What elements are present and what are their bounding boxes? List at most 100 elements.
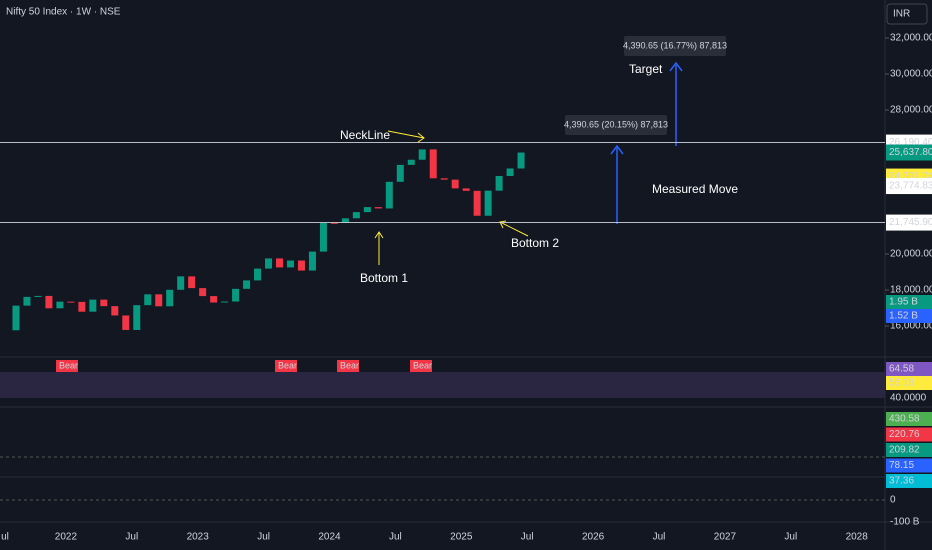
annotation-arrow: [499, 220, 529, 237]
candle: [506, 168, 514, 176]
candle: [23, 296, 31, 306]
time-label: Jul: [389, 532, 402, 543]
candle: [78, 301, 86, 312]
signal-label: Bear: [278, 360, 297, 370]
indicator-marker: [886, 309, 932, 323]
candle: [276, 258, 283, 268]
indicator-marker: [886, 474, 932, 488]
measure-label: 4,390.65 (20.15%) 87,813: [564, 119, 668, 129]
candle: [473, 190, 481, 216]
price-tick-label: 32,000.00: [890, 33, 932, 44]
indicator-label: 220.76: [889, 429, 920, 440]
time-label: ul: [1, 532, 9, 543]
time-label: Jul: [521, 532, 534, 543]
annotation-arrow: [374, 231, 384, 265]
indicator-marker: [886, 412, 932, 426]
candle: [254, 268, 262, 281]
candle: [319, 222, 327, 252]
candle: [484, 190, 492, 216]
candle: [67, 301, 75, 303]
signal: Bear: [56, 360, 78, 372]
time-label: 2024: [318, 532, 341, 543]
time-label: 2022: [55, 532, 78, 543]
arrowhead: [669, 61, 683, 72]
indicator-label: 209.82: [889, 445, 920, 456]
measure-label: 4,390.65 (16.77%) 87,813: [623, 40, 727, 50]
time-label: 2025: [450, 532, 473, 543]
candle: [385, 181, 393, 209]
candle: [297, 260, 305, 271]
candle: [188, 276, 196, 289]
candle: [330, 222, 338, 224]
annotation-arrow: [387, 130, 425, 143]
candle: [396, 164, 404, 182]
annotation: Target: [629, 62, 663, 76]
indicator-marker: [886, 295, 932, 309]
indicator-label: 78.15: [889, 460, 914, 471]
candle: [34, 295, 42, 297]
candle: [429, 149, 437, 179]
indicator-label: 56.18: [889, 378, 914, 389]
axis-label: 0: [890, 495, 896, 506]
price-tick-label: 18,000.00: [890, 285, 932, 296]
time-label: 2028: [846, 532, 869, 543]
candle: [363, 207, 371, 213]
measure-box: [565, 115, 667, 135]
time-label: Jul: [784, 532, 797, 543]
candle: [341, 218, 349, 223]
time-label: 2026: [582, 532, 605, 543]
signal-label: Bear: [340, 360, 359, 370]
signal-box: [410, 360, 432, 372]
candle: [418, 149, 426, 160]
currency-box[interactable]: [886, 3, 928, 25]
signal-label: Bear: [59, 360, 78, 370]
signal: Bear: [275, 360, 297, 372]
candle: [221, 301, 229, 303]
signal-box: [275, 360, 297, 372]
candle: [133, 305, 141, 330]
candle: [210, 296, 218, 303]
indicator-label: 64.58: [889, 364, 914, 375]
candle: [89, 299, 97, 312]
candle: [177, 276, 185, 290]
candle: [155, 294, 163, 307]
symbol-title: Nifty 50 Index · 1W · NSE: [6, 7, 121, 18]
price-marker-label: 26,190.40: [889, 137, 932, 148]
indicator-marker: [886, 362, 932, 376]
signal: Bear: [410, 360, 432, 372]
candle: [517, 152, 525, 169]
price-marker-label: 21,745.90: [889, 217, 932, 228]
price-marker-label: 24,301.74: [889, 171, 932, 182]
time-label: 2027: [714, 532, 737, 543]
candle: [495, 175, 503, 191]
price-marker: [886, 214, 932, 231]
candle: [122, 315, 130, 330]
candle: [265, 258, 273, 269]
rsi-band: [0, 372, 885, 398]
price-marker-label: 25,637.80: [889, 147, 932, 158]
price-marker: [886, 178, 932, 195]
indicator-marker: [886, 443, 932, 457]
annotation: NeckLine: [340, 128, 390, 142]
measure-box: [624, 36, 726, 56]
price-tick-label: 20,000.00: [890, 249, 932, 260]
candle: [199, 288, 207, 297]
rsi-level: 40.0000: [890, 393, 927, 404]
indicator-marker: [886, 427, 932, 442]
time-label: Jul: [257, 532, 270, 543]
annotation: Measured Move: [652, 182, 738, 196]
candle: [352, 212, 360, 219]
annotation: Bottom 1: [360, 271, 408, 285]
arrowhead: [610, 144, 624, 155]
candle: [308, 251, 316, 271]
candle: [374, 207, 382, 209]
currency[interactable]: INR: [893, 9, 910, 20]
signal: Bear: [337, 360, 359, 372]
candle: [45, 295, 53, 309]
indicator-label: 1.95 B: [889, 297, 918, 308]
axis-label: -100 B: [890, 517, 920, 528]
price-marker: [886, 144, 932, 161]
candle: [166, 289, 174, 307]
candle: [451, 179, 459, 189]
